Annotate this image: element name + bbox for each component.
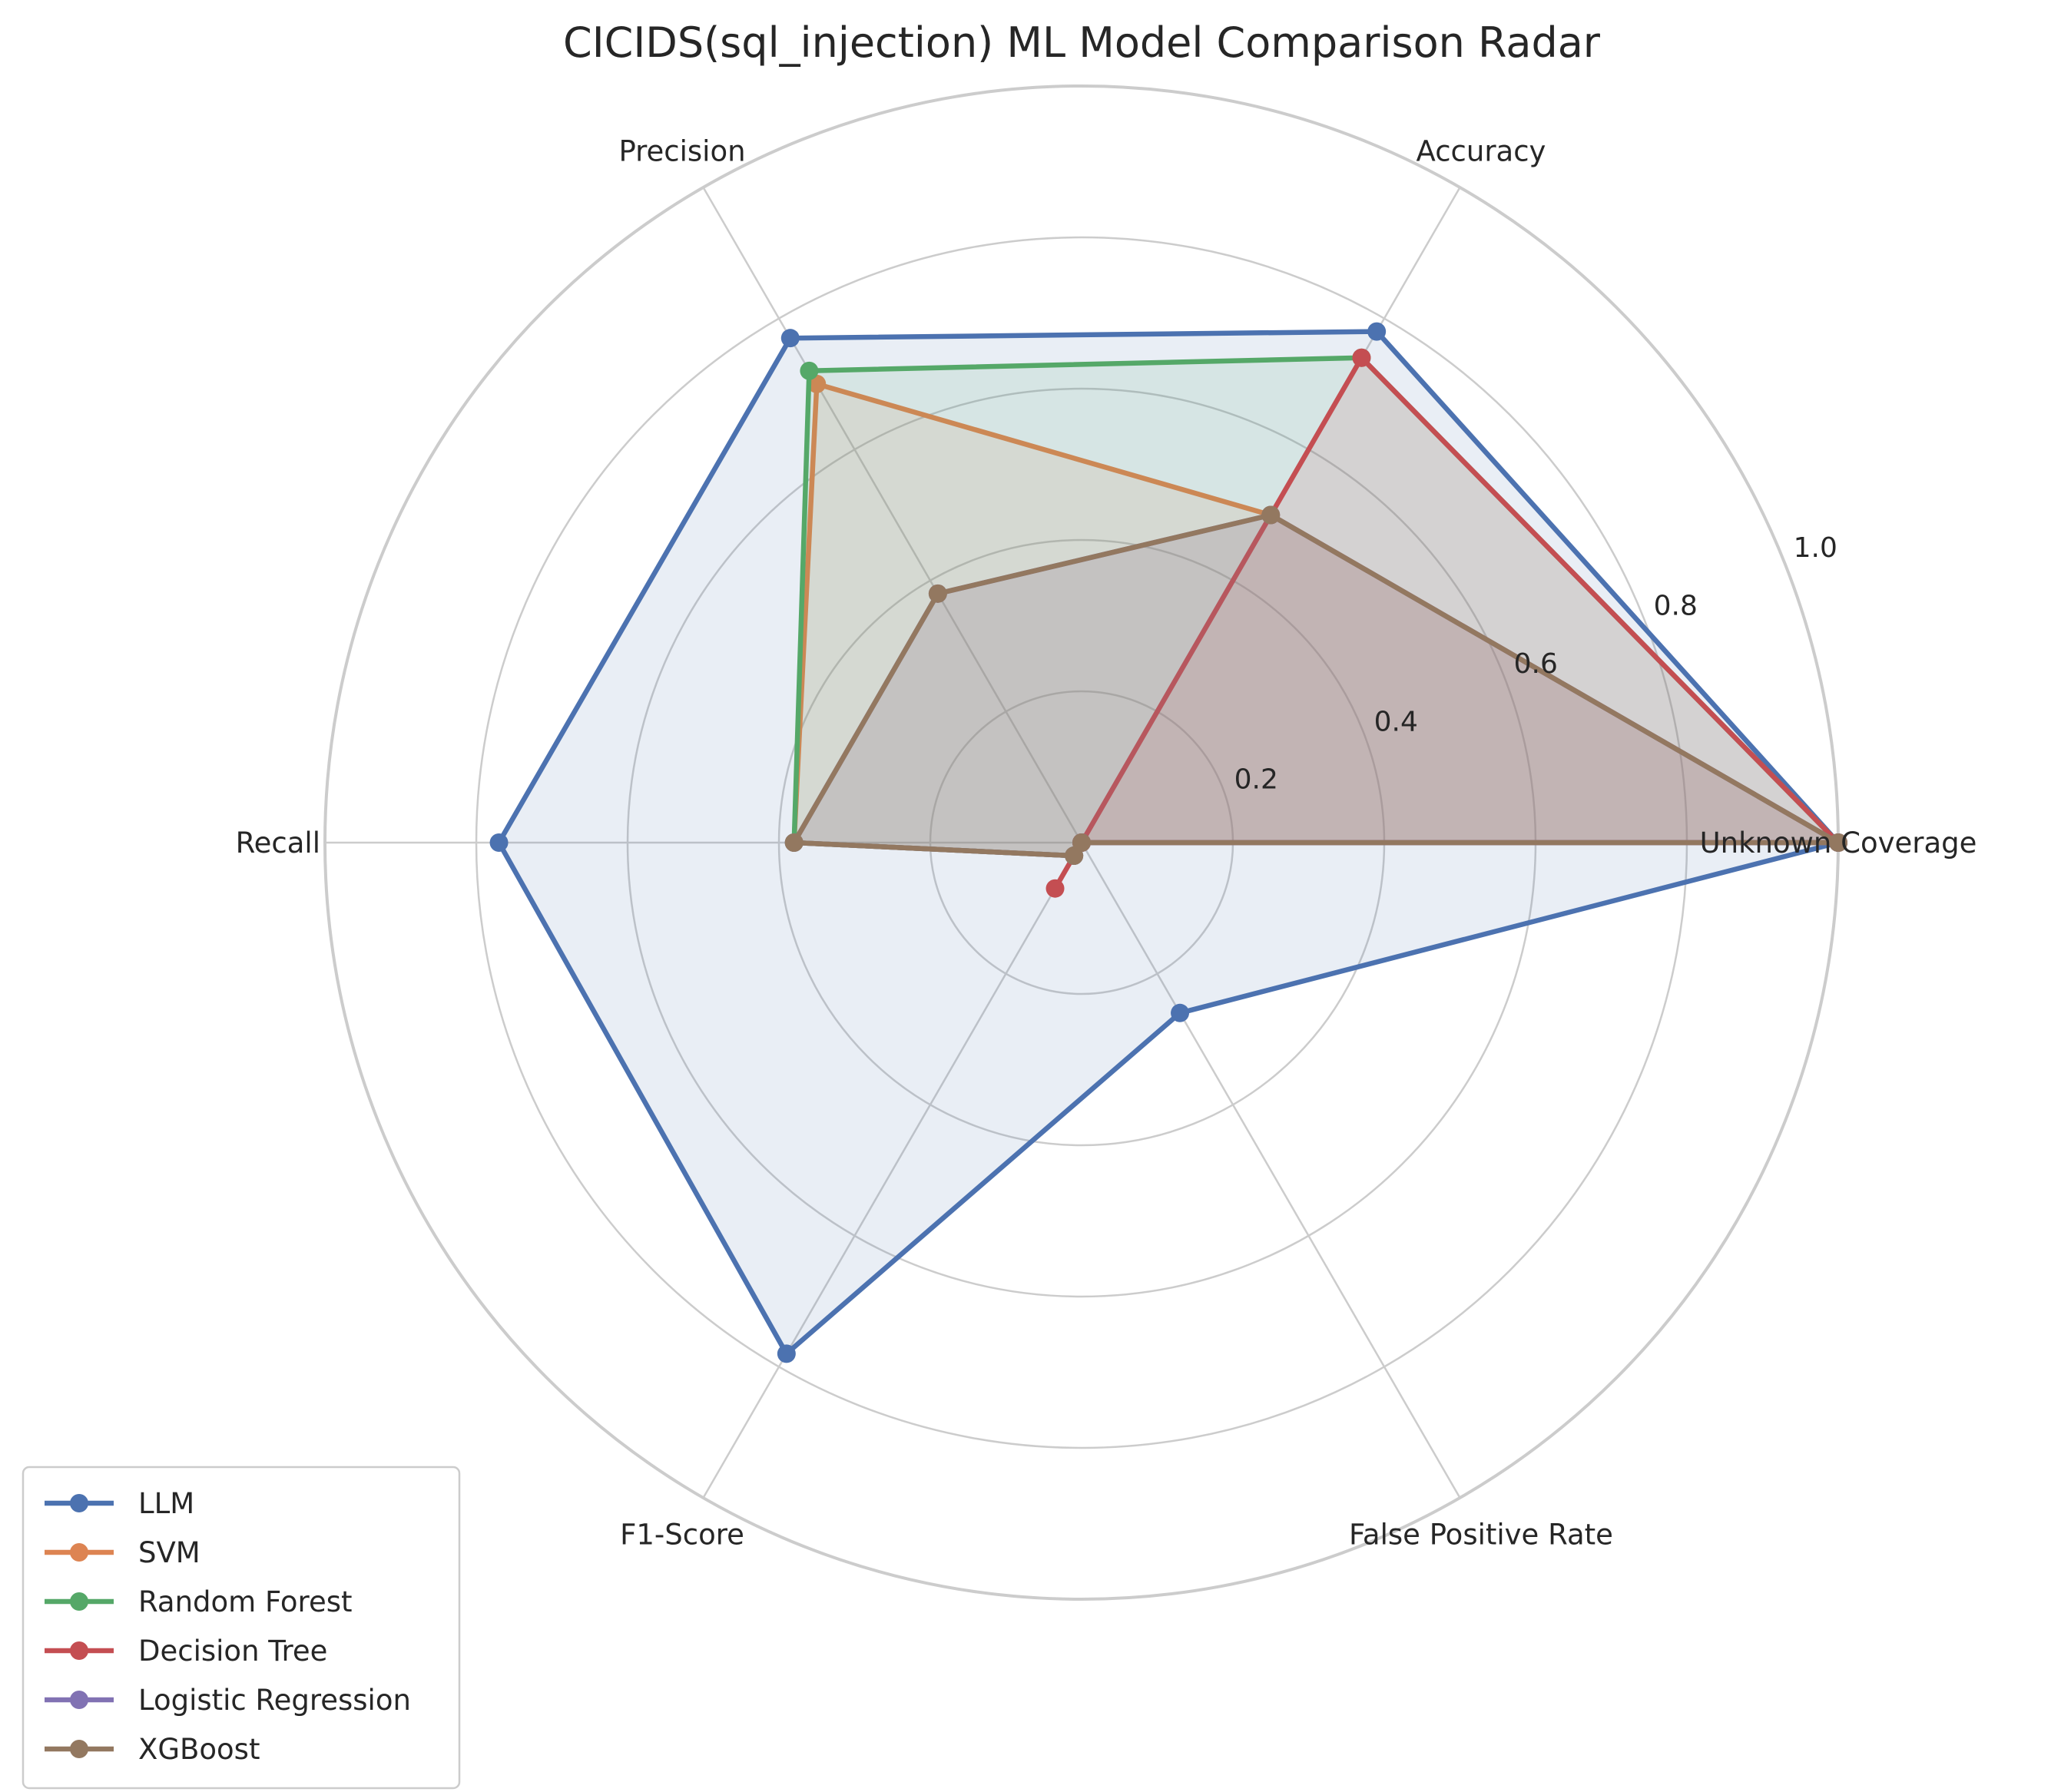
legend-label: Decision Tree [138, 1635, 327, 1668]
radial-tick-label: 0.8 [1654, 591, 1698, 622]
legend-box [22, 1466, 461, 1790]
chart-title: CICIDS(sql_injection) ML Model Compariso… [563, 18, 1601, 67]
spoke-precision [702, 187, 1083, 843]
legend-marker [70, 1494, 88, 1512]
spoke-false-positive-rate [1080, 842, 1461, 1499]
data-point-random-forest-precision [800, 361, 819, 380]
data-point-xgboost-accuracy [1261, 505, 1281, 525]
legend-label: LLM [138, 1487, 194, 1520]
radial-tick-label: 0.4 [1374, 706, 1418, 737]
data-point-xgboost-unknown-coverage [1829, 833, 1847, 852]
data-point-llm-false-positive-rate [1171, 1003, 1190, 1022]
legend-entry-xgboost: XGBoost [45, 1733, 260, 1766]
axis-label-precision: Precision [618, 134, 745, 167]
data-point-llm-recall [489, 833, 509, 852]
legend-label: XGBoost [138, 1733, 260, 1766]
data-point-decision-tree-accuracy [1352, 348, 1371, 367]
data-point-xgboost-recall [784, 833, 804, 852]
legend-entry-svm: SVM [45, 1536, 200, 1569]
legend: LLM SVM Random Forest Decision Tree Logistic… [22, 1466, 461, 1790]
legend-entry-llm: LLM [45, 1487, 194, 1520]
axis-labels: Unknown Coverage Accuracy Precision Recall F… [236, 134, 1977, 1551]
legend-marker [70, 1543, 88, 1562]
axis-label-recall: Recall [236, 826, 320, 860]
series-xgboost [784, 505, 1847, 866]
data-point-decision-tree-f1-score [1045, 879, 1065, 898]
axis-label-unknown-coverage: Unknown Coverage [1700, 826, 1977, 860]
spoke-f1-score [702, 842, 1083, 1499]
axis-label-false-positive-rate: False Positive Rate [1349, 1519, 1613, 1552]
series-layer [489, 322, 1847, 1363]
radial-tick-labels: 0.2 0.4 0.6 0.8 1.0 [1234, 532, 1837, 796]
data-point-xgboost-false-positive-rate [1072, 833, 1091, 852]
data-point-llm-f1-score [777, 1344, 796, 1363]
legend-label: Logistic Regression [138, 1684, 411, 1717]
data-point-xgboost-precision [928, 584, 947, 603]
legend-entry-logistic-regression: Logistic Regression [45, 1684, 411, 1717]
series-area-svm [794, 383, 1838, 856]
series-area-random-forest [794, 357, 1838, 856]
series-area-xgboost [794, 515, 1838, 856]
series-area-logistic-regression [794, 515, 1838, 856]
data-point-llm-accuracy [1367, 322, 1387, 341]
radial-tick-label: 0.6 [1514, 648, 1558, 680]
legend-marker [70, 1691, 88, 1709]
legend-marker [70, 1641, 88, 1660]
legend-entry-decision-tree: Decision Tree [45, 1635, 327, 1668]
axis-label-f1-score: F1-Score [620, 1519, 744, 1552]
radial-tick-label: 0.2 [1234, 764, 1278, 796]
legend-entry-random-forest: Random Forest [45, 1585, 353, 1618]
legend-label: SVM [138, 1536, 200, 1569]
legend-label: Random Forest [138, 1585, 353, 1618]
series-area-decision-tree [1055, 357, 1838, 889]
axis-label-accuracy: Accuracy [1417, 134, 1546, 167]
radial-tick-label: 1.0 [1794, 532, 1837, 564]
legend-marker [70, 1592, 88, 1611]
legend-marker [70, 1740, 88, 1758]
data-point-llm-precision [780, 329, 800, 348]
